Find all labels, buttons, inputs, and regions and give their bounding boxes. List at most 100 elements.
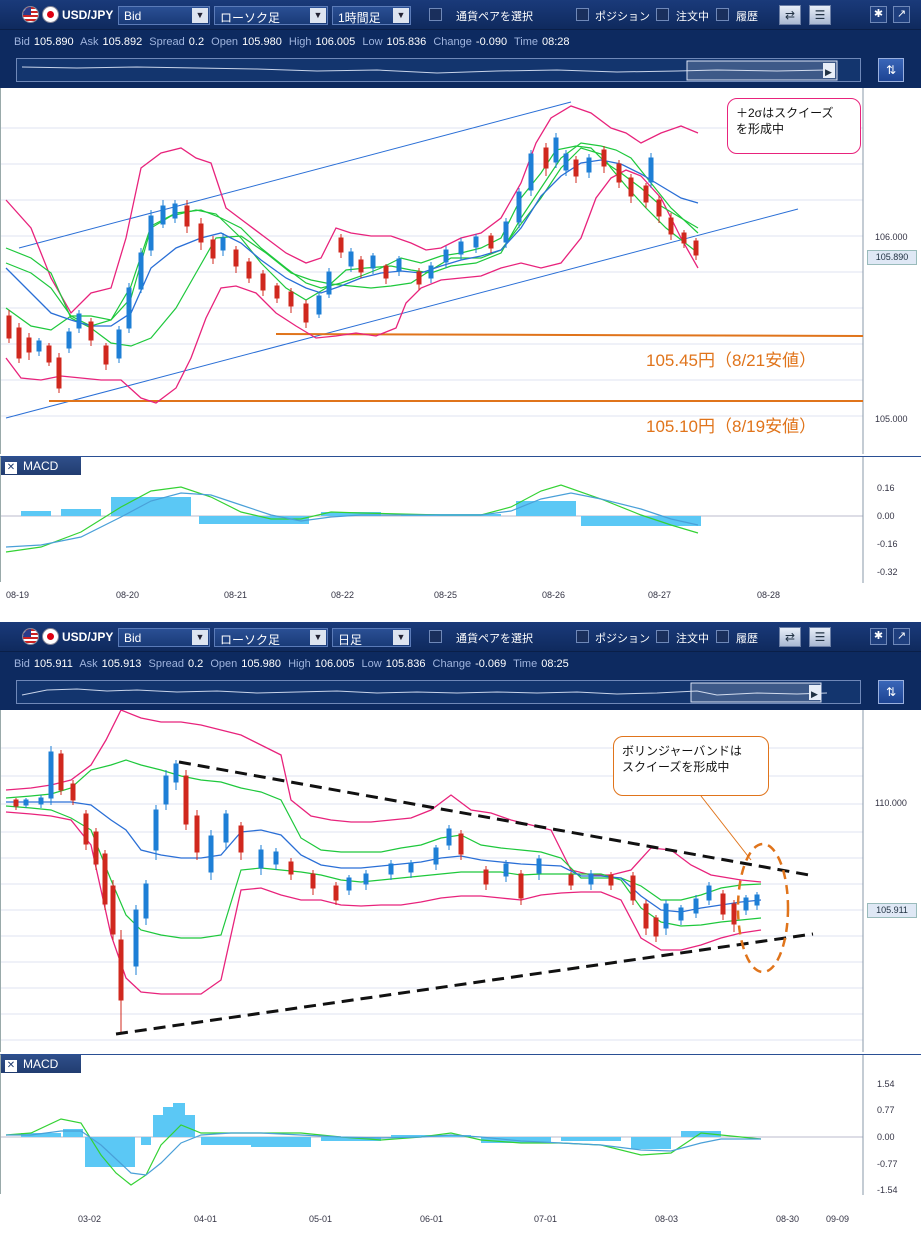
support-label-2: 105.10円（8/19安値） — [646, 417, 817, 436]
select-pair-label: 通貨ペアを選択 — [456, 633, 533, 645]
open-label: Open — [210, 658, 238, 670]
x-tick-label: 08-19 — [6, 590, 30, 600]
low-label: Low — [361, 658, 382, 670]
price-type-value: Bid — [124, 631, 142, 645]
chart-type-value: ローソク足 — [220, 633, 281, 647]
price-type-select[interactable]: Bid ▼ — [118, 628, 210, 647]
layout-icon[interactable]: ☰ — [809, 5, 831, 25]
low-label: Low — [362, 36, 383, 48]
svg-text:▶: ▶ — [811, 689, 818, 699]
timeframe-select[interactable]: 日足 ▼ — [332, 628, 411, 647]
ask-value: 105.913 — [101, 658, 142, 670]
x-tick-label: 08-27 — [648, 590, 672, 600]
history-checkbox[interactable] — [716, 630, 729, 643]
quote-row: Bid 105.890 Ask 105.892 Spread 0.2 Open 105.… — [14, 36, 574, 48]
time-value: 08:25 — [541, 658, 569, 670]
navigator-handle[interactable] — [809, 685, 821, 700]
candlestick-chart-svg — [1, 709, 864, 1052]
change-value: -0.090 — [475, 36, 508, 48]
price-chart[interactable]: ボリンジャーバンドは スクイーズを形成中 110.000 105.911 — [0, 709, 921, 1052]
expand-icon[interactable]: ↗ — [893, 628, 910, 645]
high-value: 106.005 — [314, 658, 355, 670]
position-label: ポジション — [595, 11, 650, 23]
gear-icon[interactable]: ✱ — [870, 6, 887, 23]
change-label: Change — [432, 658, 472, 670]
chart-navigator[interactable]: ▶ — [16, 680, 861, 704]
candlestick-chart-svg — [1, 88, 864, 454]
currency-pair-label[interactable]: USD/JPY — [62, 630, 114, 644]
bid-value: 105.890 — [33, 36, 74, 48]
high-label: High — [288, 36, 312, 48]
navigator-zoom-button[interactable]: ⇅ — [878, 58, 904, 82]
expand-icon[interactable]: ↗ — [893, 6, 910, 23]
quote-bar: Bid 105.911 Ask 105.913 Spread 0.2 Open 105.… — [0, 652, 921, 710]
position-label: ポジション — [595, 633, 650, 645]
timeframe-value: 日足 — [338, 633, 363, 647]
macd-tick: -0.32 — [877, 567, 898, 577]
macd-tick: 0.16 — [877, 483, 895, 493]
annotation-callout: ＋2σはスクイーズ を形成中 — [727, 98, 861, 154]
order-label: 注文中 — [676, 11, 709, 23]
price-type-select[interactable]: Bid ▼ — [118, 6, 210, 25]
position-checkbox[interactable] — [576, 630, 589, 643]
macd-tick: -0.16 — [877, 539, 898, 549]
x-tick-label: 08-26 — [542, 590, 566, 600]
select-pair-checkbox[interactable] — [429, 630, 442, 643]
x-tick-label: 09-09 — [826, 1214, 850, 1224]
macd-tick: 0.00 — [877, 511, 895, 521]
bid-label: Bid — [14, 36, 30, 48]
timeframe-value: 1時間足 — [338, 11, 381, 25]
low-value: 105.836 — [385, 658, 426, 670]
close-icon[interactable]: ✕ — [5, 462, 17, 474]
chart-navigator[interactable]: ▶ — [16, 58, 861, 82]
ask-value: 105.892 — [102, 36, 143, 48]
chart-type-select[interactable]: ローソク足 ▼ — [214, 628, 328, 647]
time-label: Time — [513, 36, 539, 48]
support-label-1: 105.45円（8/21安値） — [646, 351, 817, 370]
macd-tick: 0.77 — [877, 1105, 895, 1115]
history-checkbox[interactable] — [716, 8, 729, 21]
spread-label: Spread — [148, 658, 184, 670]
gear-icon[interactable]: ✱ — [870, 628, 887, 645]
jp-flag-icon — [42, 6, 59, 23]
chart-panel-daily: USD/JPY Bid ▼ ローソク足 ▼ 日足 ▼ 通貨ペアを選択 ポジション 注文… — [0, 622, 921, 1240]
macd-title: MACD — [23, 1057, 59, 1071]
x-tick-label: 08-30 — [776, 1214, 800, 1224]
chevron-down-icon: ▼ — [310, 630, 326, 645]
svg-text:▶: ▶ — [825, 67, 832, 77]
macd-svg — [1, 1055, 864, 1195]
chart-edit-icon[interactable]: ⇄ — [779, 5, 801, 25]
high-value: 106.005 — [315, 36, 356, 48]
chart-type-value: ローソク足 — [220, 11, 281, 25]
navigator-zoom-button[interactable]: ⇅ — [878, 680, 904, 704]
callout-line-2: スクイーズを形成中 — [622, 760, 730, 774]
x-tick-label: 07-01 — [534, 1214, 558, 1224]
open-value: 105.980 — [242, 36, 282, 48]
price-chart[interactable]: ＋2σはスクイーズ を形成中 105.45円（8/21安値） 105.10円（8… — [0, 88, 921, 454]
bid-value: 105.911 — [33, 658, 73, 670]
chart-edit-icon[interactable]: ⇄ — [779, 627, 801, 647]
timeframe-select[interactable]: 1時間足 ▼ — [332, 6, 411, 25]
change-label: Change — [433, 36, 472, 48]
macd-tick: -1.54 — [877, 1185, 898, 1195]
chevron-down-icon: ▼ — [192, 8, 208, 23]
navigator-handle[interactable] — [823, 63, 835, 78]
high-label: High — [288, 658, 311, 670]
macd-panel[interactable]: ✕ MACD 1.54 0.77 0.00 -0.77 -1.54 — [0, 1054, 921, 1195]
chart-type-select[interactable]: ローソク足 ▼ — [214, 6, 328, 25]
ask-label: Ask — [79, 658, 98, 670]
layout-icon[interactable]: ☰ — [809, 627, 831, 647]
select-pair-checkbox[interactable] — [429, 8, 442, 21]
macd-panel[interactable]: ✕ MACD 0.16 0.00 -0.16 -0.32 — [0, 456, 921, 583]
close-icon[interactable]: ✕ — [5, 1060, 17, 1072]
x-tick-label: 08-20 — [116, 590, 140, 600]
position-checkbox[interactable] — [576, 8, 589, 21]
macd-tick: 1.54 — [877, 1079, 895, 1089]
y-tick-label: 106.000 — [875, 232, 908, 242]
order-checkbox[interactable] — [656, 630, 669, 643]
order-checkbox[interactable] — [656, 8, 669, 21]
currency-pair-label[interactable]: USD/JPY — [62, 8, 114, 22]
navigator-sparkline: ▶ — [21, 682, 828, 703]
x-tick-label: 06-01 — [420, 1214, 444, 1224]
x-axis: 08-19 08-20 08-21 08-22 08-25 08-26 08-2… — [0, 584, 862, 614]
